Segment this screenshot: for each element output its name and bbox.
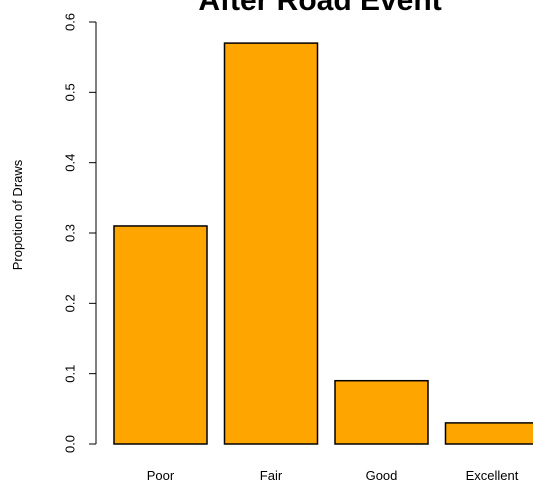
bar-good [334,379,429,445]
chart-title: After Road Event [198,0,441,17]
category-label-excellent: Excellent [466,468,519,483]
bar-poor [113,225,208,445]
y-tick-label: 0.4 [63,154,78,172]
y-tick-label: 0.6 [63,13,78,31]
y-tick-label: 0.1 [63,365,78,383]
y-axis-title: Propotion of Draws [10,159,25,270]
bar-fair [223,42,319,445]
y-tick-label: 0.0 [63,435,78,453]
y-tick-label: 0.2 [63,294,78,312]
y-tick-label: 0.5 [63,83,78,101]
bars-group [113,42,533,445]
category-label-poor: Poor [147,468,175,483]
category-label-fair: Fair [260,468,283,483]
bar-excellent [444,422,533,445]
y-tick-label: 0.3 [63,224,78,242]
y-axis: 0.0 0.1 0.2 0.3 0.4 0.5 0.6 [63,13,97,453]
category-label-good: Good [366,468,398,483]
category-labels: Poor Fair Good Excellent [147,468,519,483]
